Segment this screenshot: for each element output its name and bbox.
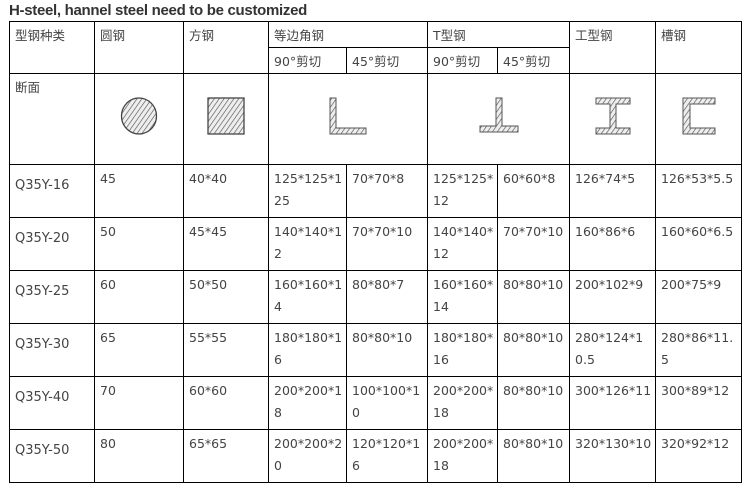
cell-i-beam: 280*124*10.5 (569, 323, 657, 377)
round-section-cell (94, 73, 184, 165)
cell-angle-90: 200*200*20 (268, 429, 347, 483)
cell-t-steel-45: 80*80*10 (497, 323, 571, 377)
cell-angle-90: 160*160*14 (268, 270, 347, 324)
header-type: 型钢种类 (9, 21, 95, 74)
cell-i-beam: 200*102*9 (569, 270, 657, 324)
table-row: Q35Y-40 70 60*60 200*200*18 100*100*10 200*20… (9, 376, 743, 430)
cell-model: Q35Y-25 (9, 270, 95, 324)
cell-t-steel-90: 160*160*14 (427, 270, 499, 324)
circle-section-icon (120, 96, 158, 135)
cell-model: Q35Y-16 (9, 164, 95, 218)
cell-channel-steel: 160*60*6.5 (655, 217, 743, 271)
angle-section-icon (329, 97, 367, 134)
header-angle-steel: 等边角钢 (267, 21, 429, 48)
cell-i-beam: 126*74*5 (569, 164, 657, 218)
cell-t-steel-90: 200*200*18 (427, 376, 499, 430)
cell-round-steel: 80 (94, 429, 184, 483)
cell-angle-45: 80*80*7 (345, 270, 429, 324)
cell-angle-90: 125*125*125 (268, 164, 347, 218)
cell-round-steel: 50 (94, 217, 184, 271)
cell-t-steel-45: 70*70*10 (497, 217, 571, 271)
cell-square-steel: 50*50 (183, 270, 269, 324)
table-row: Q35Y-50 80 65*65 200*200*20 120*120*16 200*20… (9, 429, 743, 483)
cell-t-steel-45: 60*60*8 (497, 164, 571, 218)
tee-section-icon (479, 97, 519, 132)
section-label: 断面 (9, 73, 95, 165)
cell-i-beam: 300*126*11 (569, 376, 657, 430)
cell-t-steel-90: 125*125*12 (427, 164, 499, 218)
cell-model: Q35Y-30 (9, 323, 95, 377)
cell-t-steel-90: 200*200*18 (427, 429, 499, 483)
channel-section-icon (682, 97, 716, 134)
steel-spec-table: 型钢种类 圆钢 方钢 等边角钢 T型钢 工型钢 槽钢 90°剪切 45°剪切 9… (9, 21, 743, 483)
cell-round-steel: 60 (94, 270, 184, 324)
square-section-cell (183, 73, 269, 165)
cell-square-steel: 65*65 (183, 429, 269, 483)
cell-angle-90: 180*180*16 (268, 323, 347, 377)
table-row: Q35Y-20 50 45*45 140*140*12 70*70*10 140*140*… (9, 217, 743, 271)
ibeam-section-cell (569, 73, 657, 165)
cell-channel-steel: 126*53*5.5 (655, 164, 743, 218)
cell-round-steel: 45 (94, 164, 184, 218)
cell-angle-90: 140*140*12 (268, 217, 347, 271)
cell-angle-45: 80*80*10 (345, 323, 429, 377)
cell-channel-steel: 300*89*12 (655, 376, 743, 430)
cell-square-steel: 40*40 (183, 164, 269, 218)
cell-angle-45: 120*120*16 (345, 429, 429, 483)
cell-channel-steel: 320*92*12 (655, 429, 743, 483)
subheader-angle-45: 45°剪切 (345, 47, 429, 74)
cell-angle-90: 200*200*18 (268, 376, 347, 430)
header-round-steel: 圆钢 (94, 21, 184, 74)
angle-section-cell (267, 73, 429, 165)
ibeam-section-icon (595, 97, 631, 134)
channel-section-cell (655, 73, 743, 165)
cell-channel-steel: 200*75*9 (655, 270, 743, 324)
cell-channel-steel: 280*86*11.5 (655, 323, 743, 377)
cell-t-steel-45: 80*80*10 (497, 270, 571, 324)
cell-round-steel: 70 (94, 376, 184, 430)
cell-t-steel-45: 80*80*10 (497, 376, 571, 430)
header-i-beam: 工型钢 (569, 21, 657, 74)
cell-t-steel-45: 80*80*10 (497, 429, 571, 483)
cell-angle-45: 70*70*8 (345, 164, 429, 218)
cell-angle-45: 100*100*10 (345, 376, 429, 430)
cell-square-steel: 60*60 (183, 376, 269, 430)
cell-square-steel: 45*45 (183, 217, 269, 271)
header-square-steel: 方钢 (183, 21, 269, 74)
subheader-t-90: 90°剪切 (427, 47, 499, 74)
tee-section-cell (427, 73, 571, 165)
table-row: Q35Y-16 45 40*40 125*125*125 70*70*8 125*125*… (9, 164, 743, 218)
cell-round-steel: 65 (94, 323, 184, 377)
header-channel-steel: 槽钢 (655, 21, 743, 74)
subheader-row: 90°剪切 45°剪切 90°剪切 45°剪切 (10, 47, 742, 74)
header-row: 型钢种类 圆钢 方钢 等边角钢 T型钢 工型钢 槽钢 (9, 21, 743, 74)
cell-t-steel-90: 140*140*12 (427, 217, 499, 271)
header-t-steel: T型钢 (427, 21, 571, 48)
table-row: Q35Y-30 65 55*55 180*180*16 80*80*10 180*180*… (9, 323, 743, 377)
cell-model: Q35Y-50 (9, 429, 95, 483)
cell-angle-45: 70*70*10 (345, 217, 429, 271)
table-row: Q35Y-25 60 50*50 160*160*14 80*80*7 160*160*1… (9, 270, 743, 324)
cell-model: Q35Y-20 (9, 217, 95, 271)
cell-i-beam: 160*86*6 (569, 217, 657, 271)
subheader-t-45: 45°剪切 (497, 47, 571, 74)
cell-square-steel: 55*55 (183, 323, 269, 377)
cell-t-steel-90: 180*180*16 (427, 323, 499, 377)
cell-model: Q35Y-40 (9, 376, 95, 430)
page-title: H-steel, hannel steel need to be customi… (9, 2, 308, 19)
section-row: 断面 (9, 73, 743, 165)
square-section-icon (207, 96, 245, 135)
cell-i-beam: 320*130*10 (569, 429, 657, 483)
subheader-angle-90: 90°剪切 (268, 47, 347, 74)
